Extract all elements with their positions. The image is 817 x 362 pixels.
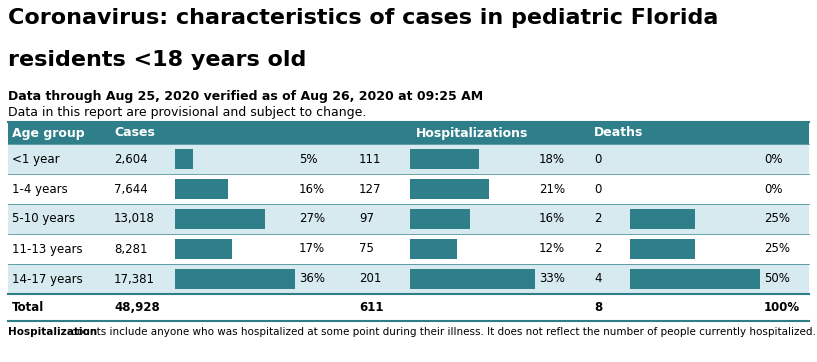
Text: Deaths: Deaths [594, 126, 643, 139]
Text: 0%: 0% [764, 182, 783, 195]
Text: <1 year: <1 year [12, 152, 60, 165]
Text: 100%: 100% [764, 301, 800, 314]
Text: 25%: 25% [764, 212, 790, 226]
Text: 48,928: 48,928 [114, 301, 160, 314]
Text: 2: 2 [594, 212, 601, 226]
Text: Total: Total [12, 301, 44, 314]
Text: 18%: 18% [539, 152, 565, 165]
Text: 21%: 21% [539, 182, 565, 195]
Text: 75: 75 [359, 243, 374, 256]
Text: 36%: 36% [299, 273, 325, 286]
Text: 12%: 12% [539, 243, 565, 256]
Text: 7,644: 7,644 [114, 182, 148, 195]
Text: 0: 0 [594, 152, 601, 165]
Text: 27%: 27% [299, 212, 325, 226]
Text: 50%: 50% [764, 273, 790, 286]
Text: 8,281: 8,281 [114, 243, 148, 256]
Text: 16%: 16% [299, 182, 325, 195]
Text: 0%: 0% [764, 152, 783, 165]
Text: 5-10 years: 5-10 years [12, 212, 75, 226]
Text: 25%: 25% [764, 243, 790, 256]
Text: Cases: Cases [114, 126, 155, 139]
Text: 33%: 33% [539, 273, 565, 286]
Text: 97: 97 [359, 212, 374, 226]
Text: 14-17 years: 14-17 years [12, 273, 83, 286]
Text: Age group: Age group [12, 126, 85, 139]
Text: 11-13 years: 11-13 years [12, 243, 83, 256]
Text: counts include anyone who was hospitalized at some point during their illness. I: counts include anyone who was hospitaliz… [68, 327, 816, 337]
Text: 0: 0 [594, 182, 601, 195]
Text: 17%: 17% [299, 243, 325, 256]
Text: 611: 611 [359, 301, 383, 314]
Text: 5%: 5% [299, 152, 318, 165]
Text: 2: 2 [594, 243, 601, 256]
Text: Hospitalization: Hospitalization [8, 327, 97, 337]
Text: 111: 111 [359, 152, 382, 165]
Text: Coronavirus: characteristics of cases in pediatric Florida: Coronavirus: characteristics of cases in… [8, 8, 718, 28]
Text: 13,018: 13,018 [114, 212, 155, 226]
Text: 2,604: 2,604 [114, 152, 148, 165]
Text: Data in this report are provisional and subject to change.: Data in this report are provisional and … [8, 106, 366, 119]
Text: 201: 201 [359, 273, 382, 286]
Text: 16%: 16% [539, 212, 565, 226]
Text: 8: 8 [594, 301, 602, 314]
Text: residents <18 years old: residents <18 years old [8, 50, 306, 70]
Text: 127: 127 [359, 182, 382, 195]
Text: Data through Aug 25, 2020 verified as of Aug 26, 2020 at 09:25 AM: Data through Aug 25, 2020 verified as of… [8, 90, 483, 103]
Text: 4: 4 [594, 273, 601, 286]
Text: 1-4 years: 1-4 years [12, 182, 68, 195]
Text: 17,381: 17,381 [114, 273, 155, 286]
Text: Hospitalizations: Hospitalizations [417, 126, 529, 139]
